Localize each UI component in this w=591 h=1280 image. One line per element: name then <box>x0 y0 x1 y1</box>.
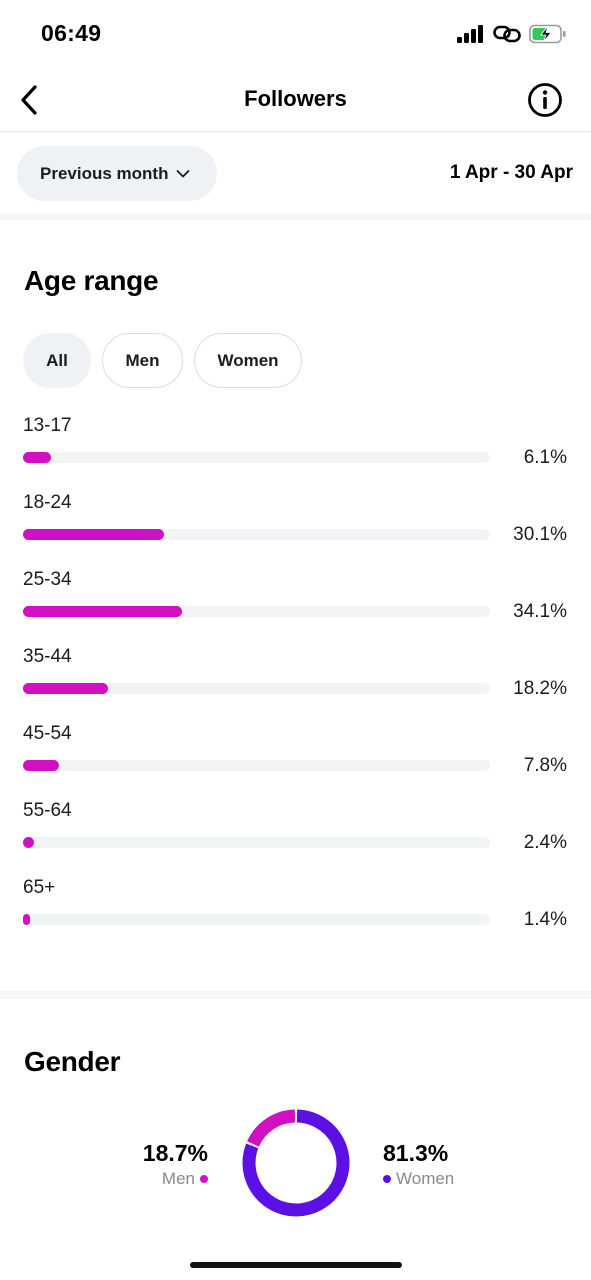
gender-chart: 18.7% Men 81.3% Women <box>0 1100 591 1230</box>
gender-women-legend: 81.3% Women <box>383 1140 454 1189</box>
age-label: 55-64 <box>23 800 72 821</box>
age-value: 30.1% <box>513 524 567 545</box>
info-icon <box>528 83 562 117</box>
info-button[interactable] <box>527 82 563 118</box>
date-range: 1 Apr - 30 Apr <box>449 162 573 183</box>
tab-women[interactable]: Women <box>194 333 302 388</box>
age-bar-fill <box>23 760 59 771</box>
age-row: 55-64 2.4% <box>0 800 591 877</box>
age-bar-track <box>23 452 490 463</box>
age-row: 65+ 1.4% <box>0 877 591 954</box>
period-dropdown[interactable]: Previous month <box>17 146 217 201</box>
gender-title: Gender <box>24 1046 121 1077</box>
age-row: 18-24 30.1% <box>0 492 591 569</box>
age-range-tabs: All Men Women <box>23 333 302 388</box>
age-label: 35-44 <box>23 646 72 667</box>
donut-slice-women <box>242 1109 350 1217</box>
men-color-dot <box>200 1175 208 1183</box>
age-label: 13-17 <box>23 415 72 436</box>
age-value: 7.8% <box>523 755 567 776</box>
age-value: 6.1% <box>523 447 567 468</box>
gender-men-value: 18.7% <box>142 1140 208 1166</box>
age-bar-fill <box>23 914 30 925</box>
page-title: Followers <box>244 86 347 111</box>
age-bar-fill <box>23 837 34 848</box>
period-label: Previous month <box>40 163 169 183</box>
age-bar-track <box>23 529 490 540</box>
chevron-left-icon <box>21 85 37 115</box>
women-color-dot <box>383 1175 391 1183</box>
gender-donut <box>242 1109 350 1217</box>
age-bar-fill <box>23 606 182 617</box>
age-label: 18-24 <box>23 492 72 513</box>
age-label: 25-34 <box>23 569 72 590</box>
status-time: 06:49 <box>41 20 102 46</box>
gender-women-label: Women <box>396 1169 455 1188</box>
age-bar-fill <box>23 683 108 694</box>
age-value: 2.4% <box>523 832 567 853</box>
age-label: 65+ <box>23 877 56 898</box>
status-bar: 06:49 <box>0 0 591 70</box>
section-divider <box>0 991 591 999</box>
age-range-title: Age range <box>24 265 159 296</box>
age-row: 35-44 18.2% <box>0 646 591 723</box>
age-bar-fill <box>23 529 164 540</box>
tab-all[interactable]: All <box>23 333 91 388</box>
gender-women-value: 81.3% <box>383 1140 449 1166</box>
age-value: 1.4% <box>523 909 567 930</box>
battery-charging-icon <box>529 24 566 44</box>
section-divider <box>0 214 591 220</box>
age-range-list: 13-17 6.1% 18-24 30.1% 25-34 34.1% 35-44… <box>0 415 591 954</box>
age-row: 25-34 34.1% <box>0 569 591 646</box>
link-icon <box>493 25 521 43</box>
nav-bar: Followers <box>0 70 591 132</box>
age-bar-track <box>23 760 490 771</box>
donut-slice-men <box>247 1109 296 1147</box>
gender-men-legend: 18.7% Men <box>143 1140 208 1189</box>
tab-men[interactable]: Men <box>102 333 183 388</box>
back-button[interactable] <box>14 82 44 118</box>
age-value: 34.1% <box>513 601 567 622</box>
age-bar-track <box>23 683 490 694</box>
age-row: 45-54 7.8% <box>0 723 591 800</box>
signal-icon <box>457 25 483 43</box>
age-bar-track <box>23 837 490 848</box>
status-icons <box>457 24 567 44</box>
age-row: 13-17 6.1% <box>0 415 591 492</box>
age-bar-track <box>23 914 490 925</box>
age-label: 45-54 <box>23 723 72 744</box>
age-value: 18.2% <box>513 678 567 699</box>
age-bar-track <box>23 606 490 617</box>
age-bar-fill <box>23 452 51 463</box>
home-indicator <box>190 1262 402 1268</box>
chevron-down-icon <box>177 169 190 177</box>
filter-row: Previous month 1 Apr - 30 Apr <box>0 146 591 202</box>
gender-men-label: Men <box>161 1169 195 1188</box>
